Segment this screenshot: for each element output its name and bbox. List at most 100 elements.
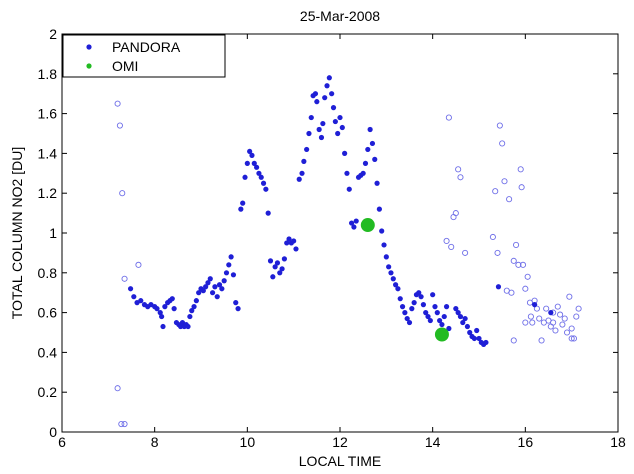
y-tick-label: 1.6	[38, 106, 58, 122]
x-tick-label: 6	[58, 434, 66, 450]
open-circle-point	[121, 420, 128, 428]
open-circle-point	[543, 305, 550, 312]
pandora-point	[379, 228, 385, 234]
pandora-point	[441, 313, 447, 320]
pandora-point	[214, 294, 220, 300]
pandora-point	[322, 95, 328, 101]
open-circle-point	[506, 196, 513, 203]
pandora-point	[411, 300, 417, 306]
y-tick-label: 0.8	[38, 265, 58, 281]
pandora-point	[337, 114, 343, 121]
open-circle-point	[552, 327, 559, 334]
pandora-point	[154, 306, 160, 312]
open-circle-point	[457, 174, 464, 181]
x-tick-label: 8	[151, 434, 159, 450]
pandora-point	[258, 174, 264, 180]
open-circle-point	[443, 237, 450, 245]
open-circle-point	[121, 275, 128, 282]
pandora-point	[314, 99, 320, 105]
pandora-point	[296, 176, 302, 182]
pandora-point	[230, 272, 237, 278]
pandora-point	[386, 264, 392, 270]
pandora-point	[474, 327, 480, 334]
pandora-point	[254, 164, 260, 170]
pandora-point	[443, 304, 450, 310]
pandora-point	[316, 126, 322, 133]
pandora-point	[223, 270, 230, 276]
open-circle-point	[448, 243, 455, 250]
pandora-point	[251, 160, 257, 166]
pandora-point	[238, 206, 244, 212]
open-circle-point	[563, 329, 571, 336]
pandora-point	[418, 294, 424, 300]
pandora-point	[342, 150, 348, 156]
pandora-point	[256, 170, 262, 176]
open-circle-point	[135, 261, 142, 268]
pandora-point	[372, 156, 378, 162]
open-circle-point	[573, 313, 580, 320]
pandora-point	[138, 298, 144, 304]
pandora-point	[131, 294, 137, 300]
pandora-point	[247, 148, 253, 155]
pandora-point	[330, 105, 337, 111]
pandora-point	[376, 206, 382, 212]
pandora-point	[318, 134, 325, 141]
axis-ticks: 6 8 10 12 14 16 18 0 0.2 0.4 0.6 0.8 1 1.2 1.4 1.6 1.8 2	[38, 26, 626, 450]
pandora-point	[420, 302, 426, 308]
pandora-point	[457, 313, 464, 320]
open-circle-point	[559, 321, 566, 328]
open-circle-point	[557, 311, 564, 318]
pandora-point	[226, 262, 232, 268]
y-tick-label: 1.2	[38, 185, 58, 201]
open-circle-point	[550, 319, 557, 326]
y-tick-label: 2	[49, 26, 57, 42]
pandora-point	[187, 313, 193, 320]
pandora-point	[160, 323, 166, 330]
y-axis-label: TOTAL COLUMN NO2 [DU]	[9, 147, 25, 319]
pandora-point	[464, 323, 471, 330]
open-circle-point	[568, 335, 575, 342]
legend-marker-omi	[86, 63, 92, 69]
pandora-point	[427, 317, 433, 324]
open-circle-point	[452, 210, 459, 217]
pandora-point	[425, 313, 431, 320]
open-circle-point	[501, 178, 508, 185]
pandora-point	[460, 319, 466, 326]
pandora-point	[235, 306, 241, 312]
open-circle-point	[489, 233, 496, 241]
pandora-point	[240, 200, 246, 206]
pandora-point	[196, 290, 202, 296]
pandora-point	[291, 238, 297, 244]
pandora-point	[446, 325, 452, 332]
pandora-point	[171, 306, 177, 312]
pandora-point	[209, 290, 216, 296]
pandora-point	[409, 306, 415, 312]
pandora-point	[249, 152, 255, 158]
pandora-point	[304, 146, 310, 153]
pandora-point	[159, 313, 165, 320]
pandora-point	[346, 186, 352, 192]
pandora-point	[329, 91, 335, 97]
open-circle-point	[116, 122, 123, 129]
pandora-point	[193, 298, 199, 304]
pandora-point	[324, 83, 330, 89]
open-circle-point	[508, 289, 515, 296]
pandora-point	[532, 302, 538, 308]
open-circle-point	[522, 285, 529, 292]
open-circle-point	[518, 184, 525, 191]
pandora-point	[335, 130, 341, 137]
pandora-point	[279, 266, 285, 272]
x-tick-label: 12	[332, 434, 348, 450]
y-tick-label: 1	[49, 225, 57, 241]
pandora-point	[406, 319, 413, 326]
open-circle-point	[575, 305, 582, 312]
pandora-point	[423, 310, 429, 316]
pandora-point	[286, 236, 292, 242]
plot-area	[61, 33, 619, 433]
open-circle-point	[561, 315, 568, 322]
pandora-point	[483, 339, 489, 346]
omi-point	[360, 218, 375, 233]
open-circle-point	[114, 385, 121, 392]
pandora-point	[267, 258, 274, 264]
open-circle-point	[533, 305, 540, 312]
